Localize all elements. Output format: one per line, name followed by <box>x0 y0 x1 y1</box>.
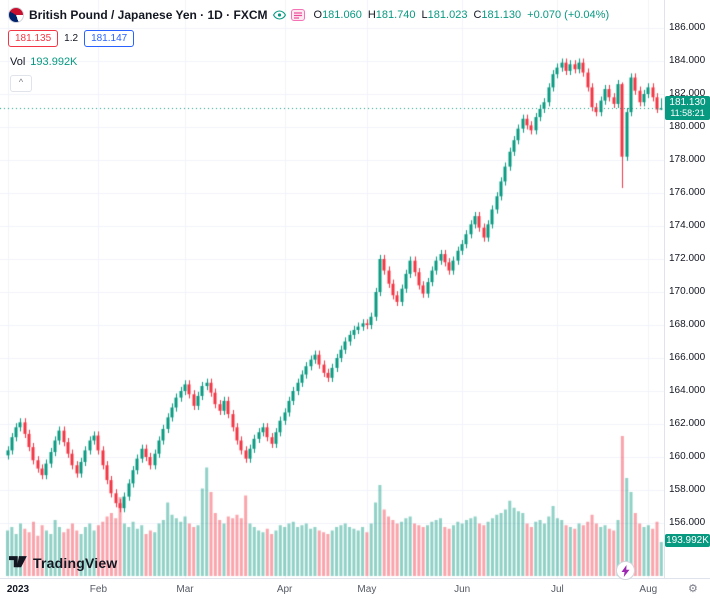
high-value: 181.740 <box>375 9 416 21</box>
price-tick-label: 162.000 <box>669 418 706 429</box>
volume-label: Vol <box>10 56 26 68</box>
tradingview-logo-icon <box>9 556 27 568</box>
price-tick-label: 168.000 <box>669 319 706 330</box>
price-tick-label: 156.000 <box>669 517 706 528</box>
symbol-logo-icon <box>8 7 24 23</box>
price-tick-label: 182.000 <box>669 88 706 99</box>
open-value: 181.060 <box>322 9 362 21</box>
price-tick-label: 172.000 <box>669 253 706 264</box>
price-tick-label: 186.000 <box>669 22 706 33</box>
high-label: H <box>367 9 376 21</box>
collapse-chevron-icon[interactable]: ^ <box>10 75 32 92</box>
time-tick-label: 2023 <box>6 584 30 595</box>
price-tick-label: 174.000 <box>669 220 706 231</box>
quick-actions-menu-icon[interactable] <box>290 9 305 21</box>
time-tick-label: Feb <box>89 584 108 595</box>
change-value: +0.070 (+0.04%) <box>527 9 610 21</box>
time-tick-label: May <box>357 584 377 595</box>
volume-value: 193.992K <box>30 56 78 68</box>
volume-axis-badge: 193.992K <box>665 534 710 548</box>
price-tick-label: 160.000 <box>669 451 706 462</box>
low-value: 181.023 <box>427 9 468 21</box>
price-tick-label: 176.000 <box>669 187 706 198</box>
spread-value: 1.2 <box>64 33 79 44</box>
chart-legend: British Pound / Japanese Yen · 1D · FXCM… <box>8 6 609 92</box>
legend-row-collapse: ^ <box>10 75 609 92</box>
price-axis[interactable]: 181.130 11:58:21 193.992K 186.000 184.000… <box>664 0 710 578</box>
ohlc-readout: O181.060 H181.740 L181.023 C181.130 +0.0… <box>314 9 610 21</box>
lightning-bolt-button[interactable] <box>616 561 635 580</box>
price-tick-label: 170.000 <box>669 286 706 297</box>
bar-countdown: 11:58:21 <box>670 108 705 119</box>
time-tick-label: Aug <box>639 584 658 595</box>
current-price-value: 181.130 <box>669 97 706 109</box>
time-axis[interactable]: 2023 Feb Mar Apr May Jun Jul Aug <box>0 578 710 601</box>
symbol-title[interactable]: British Pound / Japanese Yen · 1D · FXCM <box>29 8 268 22</box>
tradingview-logo[interactable]: TradingView <box>9 554 117 571</box>
close-value: 181.130 <box>481 9 522 21</box>
time-tick-label: Apr <box>276 584 293 595</box>
current-price-badge: 181.130 11:58:21 <box>665 96 710 121</box>
time-tick-label: Mar <box>176 584 194 595</box>
legend-row-volume: Vol 193.992K <box>10 56 609 68</box>
time-tick-label: Jul <box>551 584 564 595</box>
price-tick-label: 180.000 <box>669 121 706 132</box>
legend-row-trade: 181.135 1.2 181.147 <box>8 30 609 47</box>
buy-price-button[interactable]: 181.147 <box>84 30 135 47</box>
price-chart-canvas[interactable] <box>0 0 664 578</box>
price-tick-label: 178.000 <box>669 154 706 165</box>
legend-row-title: British Pound / Japanese Yen · 1D · FXCM… <box>8 6 609 24</box>
low-label: L <box>421 9 428 21</box>
time-tick-label: Jun <box>454 584 471 595</box>
axis-settings-gear-icon[interactable]: ⚙ <box>688 583 698 595</box>
open-label: O <box>313 9 323 21</box>
price-tick-label: 184.000 <box>669 55 706 66</box>
close-label: C <box>473 9 482 21</box>
sell-price-button[interactable]: 181.135 <box>8 30 59 47</box>
lightning-icon <box>621 564 630 577</box>
tradingview-logo-text: TradingView <box>33 554 118 571</box>
price-tick-label: 166.000 <box>669 352 706 363</box>
price-tick-label: 158.000 <box>669 484 706 495</box>
price-tick-label: 164.000 <box>669 385 706 396</box>
eye-icon[interactable] <box>272 10 286 20</box>
